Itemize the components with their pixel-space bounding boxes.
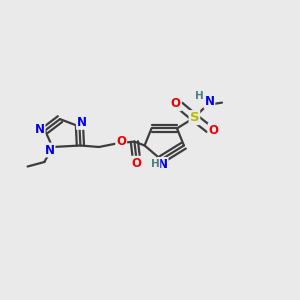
Text: O: O bbox=[171, 97, 181, 110]
Text: N: N bbox=[44, 143, 55, 157]
Text: O: O bbox=[116, 135, 126, 148]
Text: H: H bbox=[151, 159, 160, 169]
Text: N: N bbox=[77, 116, 87, 129]
Text: N: N bbox=[34, 123, 45, 136]
Text: N: N bbox=[158, 158, 168, 171]
Text: O: O bbox=[208, 124, 219, 137]
Text: N: N bbox=[204, 95, 214, 108]
Text: S: S bbox=[190, 111, 199, 124]
Text: H: H bbox=[194, 91, 203, 101]
Text: O: O bbox=[131, 157, 141, 170]
